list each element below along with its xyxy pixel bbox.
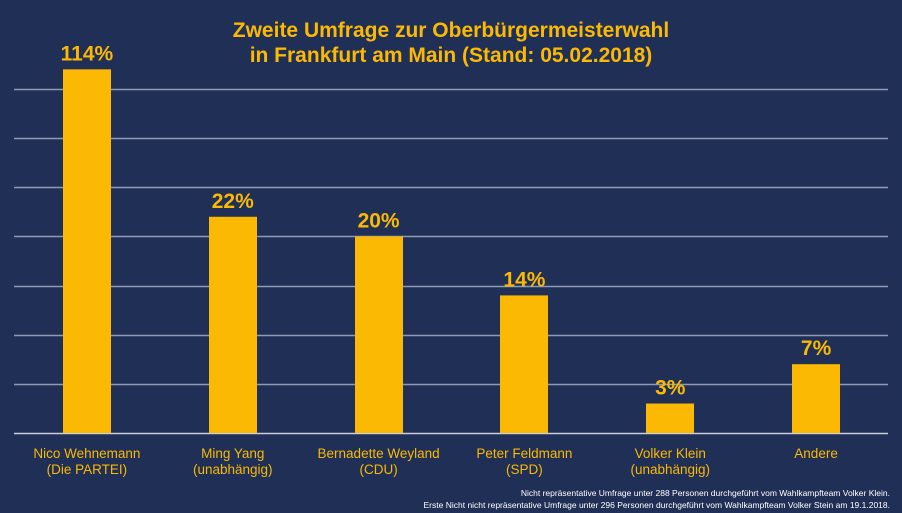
bar [355, 236, 403, 433]
category-label: Peter Feldmann [476, 446, 572, 461]
category-label: Bernadette Weyland [318, 446, 440, 461]
gridlines [14, 88, 888, 435]
bar [63, 69, 111, 433]
value-label: 14% [503, 268, 545, 291]
bar [209, 216, 257, 433]
category-label: (CDU) [359, 462, 397, 477]
footnote: Nicht repräsentative Umfrage unter 288 P… [424, 487, 890, 511]
category-label: Andere [794, 446, 838, 461]
category-label: Nico Wehnemann [33, 446, 140, 461]
value-label: 3% [655, 377, 686, 400]
chart-title-line-2: in Frankfurt am Main (Stand: 05.02.2018) [249, 44, 653, 67]
value-label: 7% [801, 337, 832, 360]
value-label: 20% [358, 209, 400, 232]
category-label: (Die PARTEI) [47, 462, 128, 477]
category-label: (SPD) [506, 462, 543, 477]
chart-title-line-1: Zweite Umfrage zur Oberbürgermeisterwahl [232, 19, 670, 42]
category-label: (unabhängig) [193, 462, 273, 477]
chart-title: Zweite Umfrage zur Oberbürgermeisterwahl… [0, 18, 902, 68]
value-labels: 114% 22% 20% 14% 3% 7% [61, 42, 832, 399]
category-label: (unabhängig) [630, 462, 710, 477]
value-label: 22% [212, 190, 254, 213]
category-labels: Nico Wehnemann(Die PARTEI)Ming Yang(unab… [33, 446, 837, 477]
bar [792, 364, 840, 433]
bars [63, 69, 840, 433]
footnote-line-1: Nicht repräsentative Umfrage unter 288 P… [520, 488, 890, 498]
value-label: 114% [61, 42, 114, 65]
bar [500, 295, 548, 433]
category-label: Ming Yang [201, 446, 264, 461]
bar [646, 403, 694, 433]
category-label: Volker Klein [635, 446, 706, 461]
footnote-line-2: Erste Nicht nicht repräsentative Umfrage… [423, 500, 890, 510]
